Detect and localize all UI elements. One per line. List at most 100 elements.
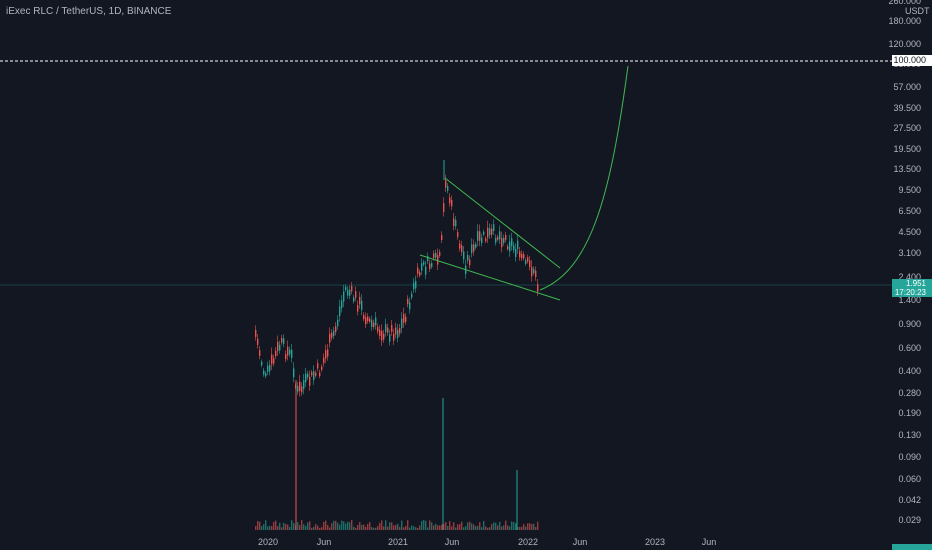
volume-bar: [335, 520, 337, 530]
chart-title: iExec RLC / TetherUS, 1D, BINANCE: [6, 6, 172, 17]
candle-body: [325, 350, 327, 359]
candle-body: [471, 244, 473, 253]
volume-bar: [497, 525, 499, 530]
candle-body: [371, 320, 373, 327]
volume-bar: [403, 527, 405, 530]
volume-bar: [535, 527, 537, 530]
volume-bar: [435, 523, 437, 530]
candle-body: [259, 350, 261, 356]
candle-body: [303, 380, 305, 390]
volume-bar: [511, 521, 513, 530]
price-tick-label: 260.000: [888, 0, 921, 6]
volume-bar: [515, 523, 517, 530]
price-tick-label: 180.000: [888, 16, 921, 26]
volume-bar: [537, 521, 539, 530]
countdown-timer: 17:20:23: [894, 288, 926, 297]
candle-body: [377, 326, 379, 332]
candle-body: [319, 372, 321, 377]
price-tick-label: 1.400: [898, 295, 921, 305]
candle-body: [475, 244, 477, 248]
currency-label: USDT: [905, 6, 930, 16]
volume-bar: [431, 522, 433, 530]
candle-body: [355, 291, 357, 298]
volume-bar: [477, 526, 479, 530]
candle-body: [491, 228, 493, 235]
candle-body: [279, 344, 281, 351]
candle-body: [291, 349, 293, 358]
candle-body: [255, 330, 257, 337]
trendline-lower[interactable]: [419, 254, 561, 301]
candle-body: [423, 261, 425, 265]
candle-body: [409, 302, 411, 310]
volume-bar: [475, 526, 477, 530]
candle-body: [397, 329, 399, 338]
candle-series[interactable]: [255, 160, 539, 530]
price-tick-label: 0.280: [898, 388, 921, 398]
candle-body: [281, 338, 283, 343]
volume-bar: [345, 523, 347, 530]
price-tick-label: 13.500: [893, 164, 921, 174]
candle-body: [503, 237, 505, 243]
candle-body: [403, 313, 405, 323]
candle-body: [427, 256, 429, 262]
price-tick-label: 0.900: [898, 319, 921, 329]
candle-body: [277, 341, 279, 351]
candle-body: [451, 200, 453, 207]
time-tick-label: 2021: [388, 537, 408, 547]
candle-body: [411, 293, 413, 298]
candle-body: [537, 284, 539, 292]
volume-bar: [277, 526, 279, 530]
candle-body: [467, 254, 469, 261]
candle-body: [463, 251, 465, 260]
candle-body: [387, 327, 389, 333]
time-tick-label: 2020: [258, 537, 278, 547]
volume-bar: [493, 522, 495, 530]
time-tick-label: 2023: [645, 537, 665, 547]
candle-body: [437, 255, 439, 265]
horizontal-line-label: 100.000: [892, 55, 932, 66]
projection-curve[interactable]: [539, 65, 629, 291]
volume-bar: [467, 522, 469, 530]
volume-bar: [491, 524, 493, 530]
volume-bar: [529, 523, 531, 530]
candle-body: [315, 372, 317, 376]
volume-series: [255, 520, 539, 530]
candle-body: [479, 231, 481, 241]
candle-body: [535, 270, 537, 278]
candle-body: [481, 237, 483, 244]
candle-body: [445, 180, 447, 188]
candle-body: [453, 218, 455, 227]
volume-bar: [283, 522, 285, 530]
price-tick-label: 2.400: [898, 272, 921, 282]
candle-body: [385, 324, 387, 333]
price-tick-label: 57.000: [893, 82, 921, 92]
candle-body: [275, 350, 277, 357]
candle-body: [515, 248, 517, 257]
volume-bar: [291, 520, 293, 530]
volume-bar: [385, 520, 387, 530]
volume-bar: [463, 527, 465, 530]
volume-bar: [413, 526, 415, 530]
candle-body: [433, 253, 435, 258]
volume-bar: [339, 524, 341, 530]
volume-bar: [461, 521, 463, 530]
volume-bar: [261, 526, 263, 530]
time-axis[interactable]: 2020 Jun 2021 Jun 2022 Jun 2023 Jun: [258, 537, 716, 547]
candle-body: [313, 371, 315, 380]
candle-body: [505, 235, 507, 240]
candle-body: [283, 338, 285, 345]
candle-body: [419, 272, 421, 276]
volume-bar: [501, 526, 503, 530]
time-tick-label: 2022: [518, 537, 538, 547]
volume-bar: [443, 523, 445, 530]
trendline-upper[interactable]: [444, 177, 561, 269]
volume-bar: [425, 520, 427, 530]
price-axis[interactable]: 260.000180.000120.00083.00057.00039.5002…: [888, 0, 921, 525]
volume-bar: [367, 523, 369, 530]
candle-body: [379, 329, 381, 337]
candle-body: [429, 263, 431, 269]
price-tick-label: 120.000: [888, 39, 921, 49]
volume-bar: [449, 521, 451, 530]
volume-bar: [457, 524, 459, 530]
